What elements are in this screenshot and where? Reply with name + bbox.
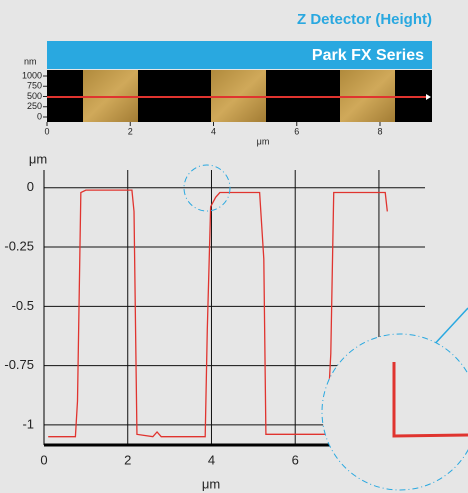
y-tick-label: -0.5 (12, 298, 34, 313)
x-axis-label: μm (202, 476, 220, 491)
strip-x-tick-label: 6 (294, 126, 299, 136)
y-tick-label: -0.25 (4, 238, 34, 253)
zoom-pointer (431, 308, 468, 348)
strip-y-tick-label: 250 (27, 101, 42, 111)
y-tick-label: -1 (22, 416, 34, 431)
strip-x-tick-label: 8 (377, 126, 382, 136)
x-tick-label: 2 (124, 452, 131, 467)
strip-y-tick-label: 750 (27, 81, 42, 91)
strip-x-tick-label: 0 (44, 126, 49, 136)
figure: Z Detector (Height) Park FX Series nm μm… (0, 0, 468, 493)
strip-y-tick-label: 500 (27, 91, 42, 101)
x-tick-label: 4 (208, 452, 215, 467)
header-title: Z Detector (Height) (297, 11, 432, 28)
y-axis-label: μm (29, 151, 47, 166)
strip-y-tick-label: 1000 (22, 70, 42, 80)
banner-text: Park FX Series (312, 47, 424, 64)
x-tick-label: 6 (292, 452, 299, 467)
y-tick-label: 0 (27, 179, 34, 194)
strip-x-tick-label: 2 (128, 126, 133, 136)
strip-y-unit: nm (24, 56, 37, 66)
strip-x-unit: μm (257, 136, 270, 146)
x-tick-label: 0 (40, 452, 47, 467)
y-tick-label: -0.75 (4, 357, 34, 372)
zoom-overlay (184, 165, 468, 490)
strip-y-tick-label: 0 (37, 111, 42, 121)
strip-x-tick-label: 4 (211, 126, 216, 136)
